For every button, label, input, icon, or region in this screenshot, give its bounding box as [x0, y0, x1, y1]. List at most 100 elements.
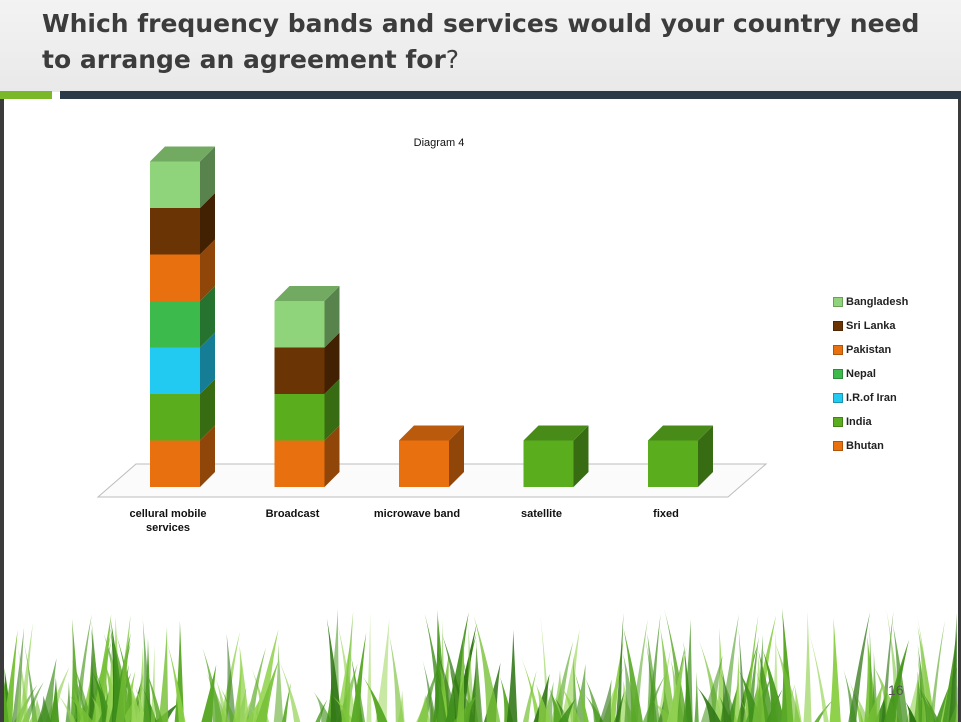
grass-blade [561, 629, 580, 722]
bar-4-india-side [698, 425, 713, 487]
grass-blade [721, 669, 732, 722]
legend-label: I.R.of Iran [846, 392, 897, 404]
bar-2-bhutan-top [399, 425, 464, 441]
bar-0-bangladesh-front [150, 161, 200, 208]
bar-0-i-r-of-iran-front [150, 347, 200, 394]
grass-blade [770, 689, 778, 722]
grass-blade [865, 683, 883, 722]
grass-blade [3, 630, 18, 722]
grass-blade [388, 632, 404, 722]
grass-blade [313, 692, 333, 722]
legend-swatch [833, 345, 843, 355]
grass-blade [694, 671, 699, 722]
bar-0-pakistan-side [200, 239, 215, 301]
grass-blade [666, 647, 687, 722]
legend-label: Sri Lanka [846, 320, 896, 332]
grass-blade [71, 659, 92, 722]
bar-4-india-front [648, 440, 698, 487]
bar-1-india-front [274, 394, 325, 441]
bar-1-bangladesh-front [274, 301, 325, 348]
slide-title: Which frequency bands and services would… [42, 6, 942, 78]
chart-title: Diagram 4 [414, 137, 465, 149]
slide-title-question-mark: ? [445, 45, 460, 74]
grass-blade [615, 612, 624, 722]
grass-blade [522, 670, 537, 722]
legend-item-bangladesh: Bangladesh [833, 290, 908, 314]
grass-blade [758, 650, 775, 722]
legend-label: Pakistan [846, 344, 892, 356]
bar-0-nepal-front [150, 301, 200, 348]
grass-blade [55, 691, 77, 722]
grass-blade [39, 658, 57, 722]
grass-blade [50, 677, 60, 722]
bar-4-india-top [648, 425, 713, 441]
bar-0-sri-lanka-front [150, 208, 200, 255]
grass-blade [366, 612, 372, 722]
grass-blade [559, 683, 581, 722]
grass-blade [130, 686, 137, 722]
grass-blade [424, 613, 448, 722]
bar-0-pakistan-front [150, 254, 200, 301]
grass-blade [762, 648, 785, 722]
bar-0-india-side [200, 379, 215, 441]
header-band [0, 0, 961, 92]
grass-blade [536, 684, 551, 722]
grass-blade [134, 685, 147, 722]
grass-blade [848, 611, 871, 722]
legend-label: India [846, 416, 872, 428]
bar-1-sri-lanka-side [324, 332, 340, 394]
grass-blade [18, 623, 33, 722]
grass-blade [664, 608, 688, 722]
legend-item-nepal: Nepal [833, 362, 908, 386]
grass-blade [215, 678, 230, 722]
grass-blade [585, 677, 603, 722]
grass-blade [273, 643, 284, 722]
bar-3-india-front [523, 440, 574, 487]
grass-blade [166, 640, 186, 722]
grass-blade [456, 627, 465, 722]
grass-blade [506, 630, 518, 722]
grass-blade [23, 641, 38, 722]
left-frame-line [0, 99, 4, 722]
bar-0-nepal-side [200, 286, 215, 348]
grass-blade [16, 669, 22, 722]
grass-decoration [0, 608, 961, 722]
category-label-3: satellite [521, 508, 562, 520]
grass-blade [375, 618, 390, 722]
slide-title-text: Which frequency bands and services would… [42, 9, 920, 74]
bar-0-sri-lanka-side [200, 193, 215, 255]
grass-blade [90, 659, 112, 722]
right-frame-line [958, 99, 961, 722]
grass-blade [572, 655, 578, 722]
legend-label: Bhutan [846, 440, 884, 452]
legend-swatch [833, 297, 843, 307]
legend-label: Nepal [846, 368, 876, 380]
grass-blade [73, 614, 92, 722]
grass-blade [158, 626, 169, 722]
grass-blade [542, 681, 554, 722]
grass-blade [473, 616, 501, 722]
grass-blade [68, 694, 94, 722]
grass-blade [233, 662, 243, 722]
grass-blade [699, 641, 724, 722]
grass-blade [917, 617, 934, 722]
category-label-4: fixed [653, 508, 679, 520]
grass-blade [646, 633, 660, 722]
grass-blade [466, 626, 475, 722]
grass-blade [614, 691, 625, 722]
grass-blade [142, 660, 163, 722]
grass-blade [540, 615, 550, 722]
grass-blade [520, 655, 542, 722]
grass-blade [549, 687, 563, 722]
grass-blade [136, 646, 146, 722]
bar-1-bhutan-side [324, 425, 340, 487]
chart-legend: Bangladesh Sri Lanka Pakistan Nepal I.R.of I… [833, 290, 908, 458]
category-label-1: Broadcast [266, 508, 320, 520]
legend-item-sri-lanka: Sri Lanka [833, 314, 908, 338]
bar-3-india-side [573, 425, 589, 487]
grass-blade [905, 673, 919, 722]
bar-0-bhutan-side [200, 425, 215, 487]
bar-0-bangladesh-side [200, 146, 215, 208]
